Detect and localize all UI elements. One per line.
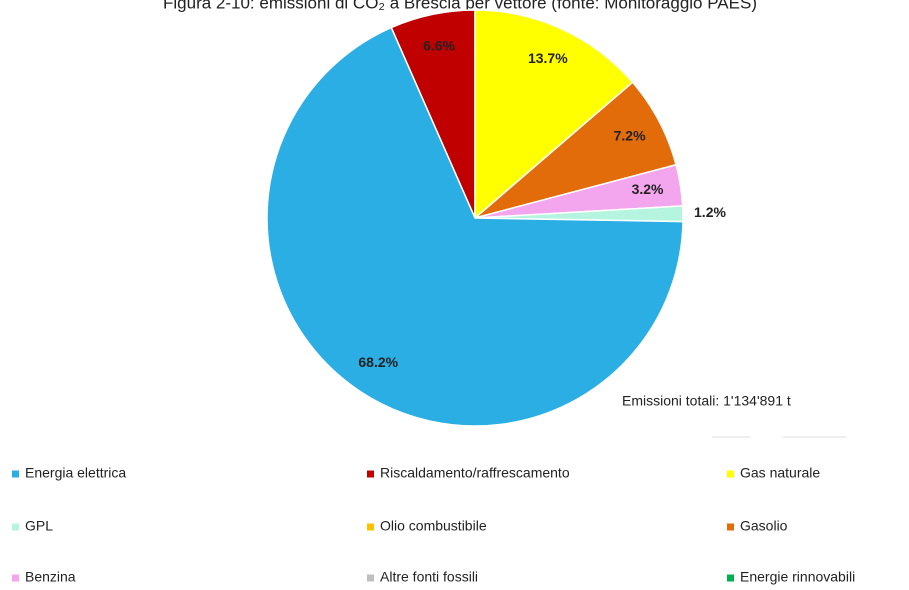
legend-swatch [367,574,374,582]
legend-label: Energie rinnovabili [740,569,855,585]
data-label: 3.2% [632,181,664,197]
legend-label: Benzina [25,569,76,585]
legend-swatch [367,523,374,531]
legend-label: Altre fonti fossili [380,569,478,585]
data-label: 7.2% [614,127,646,143]
data-label: 13.7% [528,50,568,66]
legend-swatch [727,574,734,582]
legend-swatch [12,523,19,531]
legend-label: Olio combustibile [380,518,487,534]
data-label: 68.2% [358,354,398,370]
legend-label: Gasolio [740,518,788,534]
pie-slice [266,26,684,427]
legend-swatch [727,523,734,531]
legend-swatch [12,574,19,582]
legend-swatch [12,470,19,478]
legend-label: Energia elettrica [25,465,126,481]
legend-swatch [367,470,374,478]
pie-slice [474,9,634,220]
legend-label: Gas naturale [740,465,820,481]
legend-label: Riscaldamento/raffrescamento [380,465,570,481]
data-label: 6.6% [423,38,455,54]
chart-title: Figura 2-10: emissioni di CO₂ a Brescia … [163,0,757,12]
pie [266,9,684,427]
data-label: 1.2% [694,204,726,220]
legend-swatch [727,470,734,478]
legend-label: GPL [25,518,53,534]
annotation: Emissioni totali: 1'134'891 t [622,393,791,409]
